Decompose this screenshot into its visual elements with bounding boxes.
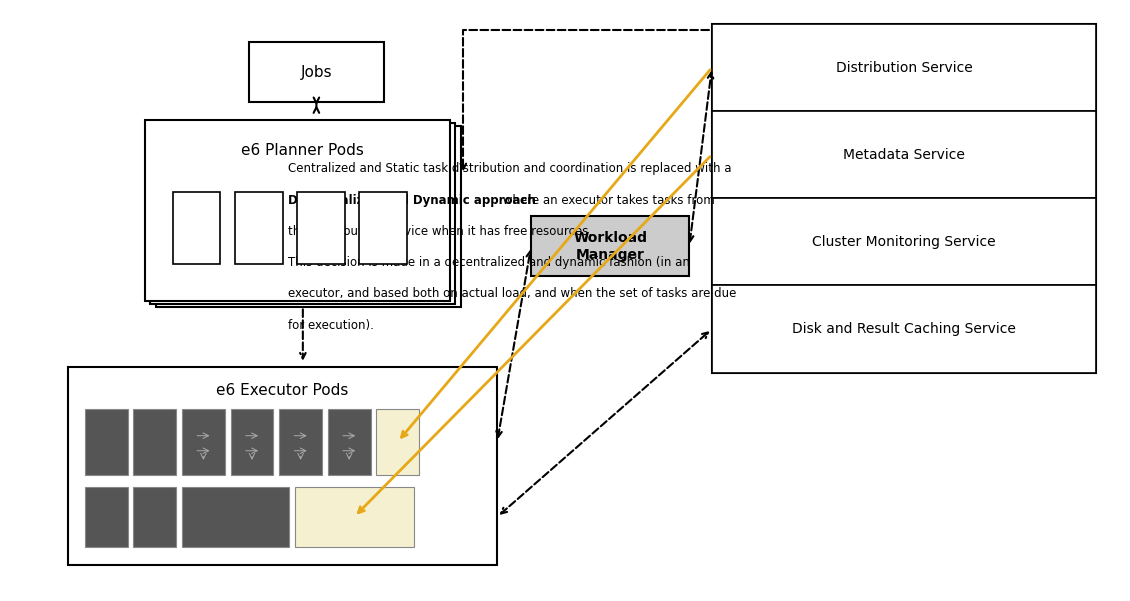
- FancyBboxPatch shape: [712, 24, 1096, 373]
- FancyBboxPatch shape: [531, 216, 689, 276]
- Text: Distribution Service: Distribution Service: [835, 61, 973, 75]
- FancyBboxPatch shape: [85, 409, 128, 475]
- FancyBboxPatch shape: [295, 487, 414, 547]
- Text: for execution).: for execution).: [288, 319, 374, 332]
- FancyBboxPatch shape: [68, 367, 497, 565]
- Text: Disk and Result Caching Service: Disk and Result Caching Service: [792, 322, 1016, 336]
- FancyBboxPatch shape: [85, 487, 128, 547]
- Text: Centralized and Static task distribution and coordination is replaced with a: Centralized and Static task distribution…: [288, 162, 731, 175]
- FancyBboxPatch shape: [150, 123, 455, 304]
- Text: Workload
Manager: Workload Manager: [573, 231, 647, 261]
- FancyBboxPatch shape: [279, 409, 322, 475]
- FancyBboxPatch shape: [231, 409, 273, 475]
- FancyBboxPatch shape: [712, 198, 1096, 285]
- FancyBboxPatch shape: [712, 285, 1096, 373]
- FancyBboxPatch shape: [173, 192, 220, 264]
- FancyBboxPatch shape: [359, 192, 407, 264]
- Text: Jobs: Jobs: [301, 65, 332, 79]
- Text: Decentralized and Dynamic approach where an executor takes tasks from: Decentralized and Dynamic approach where…: [288, 194, 727, 207]
- FancyBboxPatch shape: [156, 126, 461, 307]
- FancyBboxPatch shape: [376, 409, 419, 475]
- FancyBboxPatch shape: [712, 111, 1096, 198]
- FancyBboxPatch shape: [712, 24, 1096, 111]
- Text: Metadata Service: Metadata Service: [843, 148, 965, 162]
- FancyBboxPatch shape: [297, 192, 345, 264]
- FancyBboxPatch shape: [249, 42, 384, 102]
- FancyBboxPatch shape: [182, 409, 225, 475]
- FancyBboxPatch shape: [235, 192, 282, 264]
- Text: Decentralized and Dynamic approach: Decentralized and Dynamic approach: [288, 194, 536, 207]
- FancyBboxPatch shape: [133, 409, 176, 475]
- Text: Decentralized and Dynamic approach: Decentralized and Dynamic approach: [288, 194, 536, 207]
- FancyBboxPatch shape: [145, 120, 450, 300]
- Text: where an executor takes tasks from: where an executor takes tasks from: [499, 194, 715, 207]
- FancyBboxPatch shape: [182, 487, 289, 547]
- Text: Cluster Monitoring Service: Cluster Monitoring Service: [812, 235, 996, 249]
- Text: the Distribution Service when it has free resources.: the Distribution Service when it has fre…: [288, 225, 592, 238]
- FancyBboxPatch shape: [133, 487, 176, 547]
- Text: This decision is made in a decentralized and dynamic fashion (in an: This decision is made in a decentralized…: [288, 256, 690, 269]
- Text: e6 Planner Pods: e6 Planner Pods: [242, 143, 364, 157]
- Text: executor, and based both on actual load, and when the set of tasks are due: executor, and based both on actual load,…: [288, 287, 737, 300]
- Text: e6 Executor Pods: e6 Executor Pods: [216, 383, 349, 398]
- FancyBboxPatch shape: [328, 409, 371, 475]
